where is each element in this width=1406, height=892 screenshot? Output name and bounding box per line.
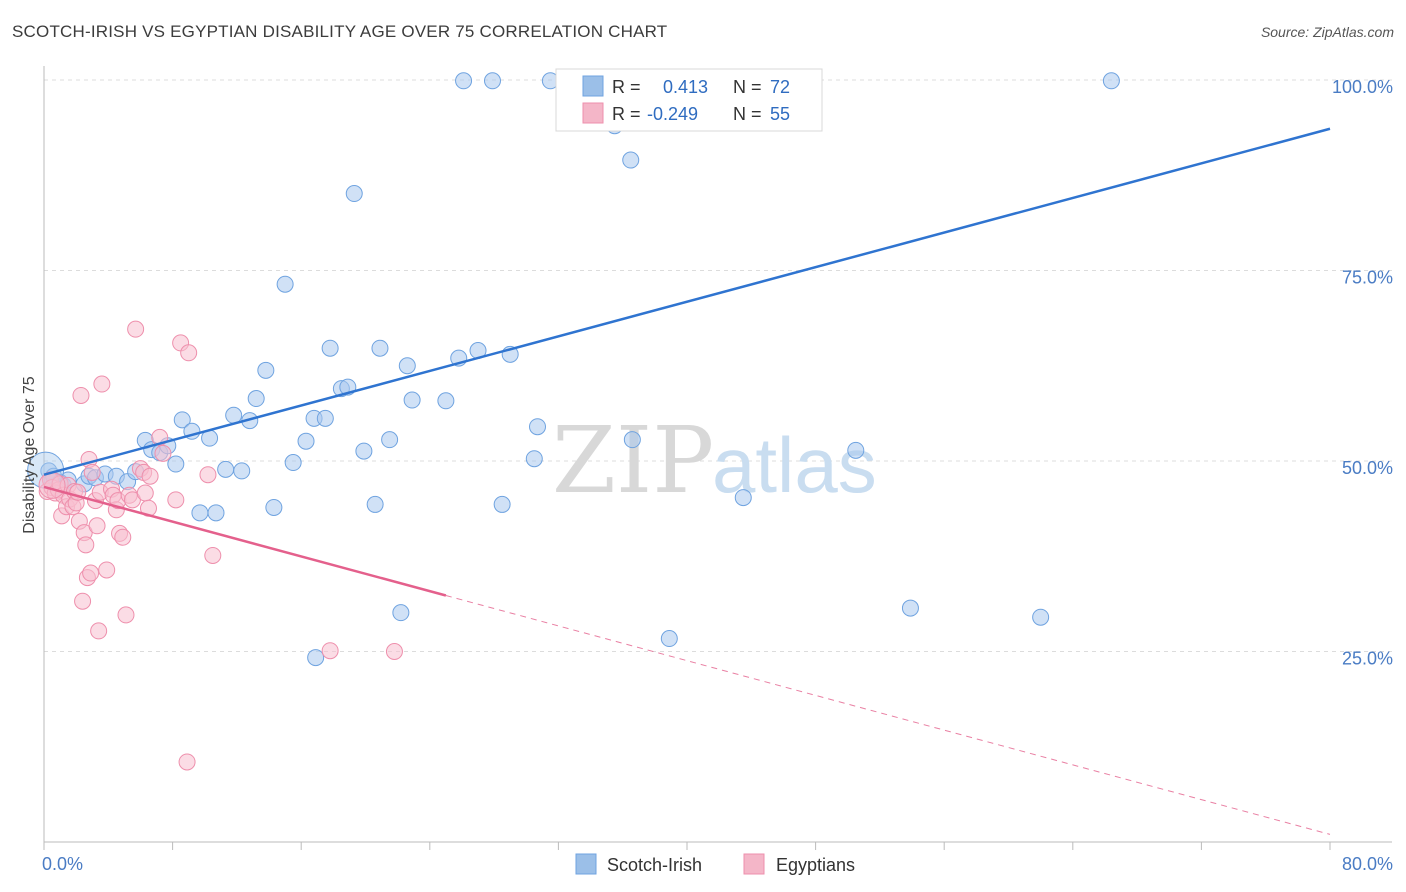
- source-label: Source: ZipAtlas.com: [1260, 24, 1394, 40]
- scotch-irish-point: [265, 498, 283, 516]
- scotch-irish-point: [297, 432, 315, 450]
- top-legend: R = 0.413 N = 72 R = -0.249 N = 55: [555, 68, 823, 132]
- egyptians-point: [127, 320, 145, 338]
- legend-n-label-2: N =: [733, 104, 762, 124]
- scotch-irish-point: [207, 504, 225, 522]
- scotch-irish-point: [247, 390, 265, 408]
- bottom-legend: Scotch-Irish Egyptians: [575, 853, 855, 875]
- y-tick-label: 25.0%: [1342, 649, 1393, 669]
- egyptians-point: [321, 642, 339, 660]
- legend-n-label-1: N =: [733, 77, 762, 97]
- scotch-irish-trend-line: [43, 127, 1331, 476]
- egyptians-point: [154, 444, 172, 462]
- grid-lines: [44, 79, 1392, 652]
- bottom-legend-swatch-egyptians: [743, 853, 765, 875]
- scotch-irish-point: [316, 409, 334, 427]
- bottom-legend-swatch-scotch-irish: [575, 853, 597, 875]
- scotch-irish-point: [167, 455, 185, 473]
- scotch-irish-point: [173, 411, 191, 429]
- egyptians-point: [204, 546, 222, 564]
- egyptians-point: [178, 753, 196, 771]
- scotch-irish-point: [276, 275, 294, 293]
- scotch-irish-point: [345, 185, 363, 203]
- scotch-irish-point: [257, 361, 275, 379]
- egyptians-point: [117, 606, 135, 624]
- egyptians-point: [167, 491, 185, 509]
- scotch-irish-point: [734, 489, 752, 507]
- watermark-zip: ZIP: [552, 407, 714, 514]
- egyptians-trend-extension: [445, 595, 1331, 835]
- x-tick-label: 0.0%: [42, 854, 83, 874]
- scotch-irish-point: [233, 462, 251, 480]
- scotch-irish-point: [366, 495, 384, 513]
- egyptians-point: [98, 561, 116, 579]
- scotch-irish-point: [355, 442, 373, 460]
- scotch-irish-point: [455, 72, 473, 90]
- scotch-irish-point: [392, 604, 410, 622]
- scotch-irish-point: [1032, 608, 1050, 626]
- legend-r-label-2: R =: [612, 104, 641, 124]
- chart-title: SCOTCH-IRISH VS EGYPTIAN DISABILITY AGE …: [12, 22, 668, 41]
- x-tick-labels: 0.0% 80.0%: [42, 854, 1393, 874]
- scotch-irish-point: [493, 495, 511, 513]
- egyptians-point: [74, 592, 92, 610]
- scotch-irish-point: [398, 357, 416, 375]
- y-axis-title: Disability Age Over 75: [21, 376, 38, 534]
- scotch-irish-point: [381, 431, 399, 449]
- scotch-irish-point: [371, 339, 389, 357]
- egyptians-point: [72, 386, 90, 404]
- y-tick-label: 75.0%: [1342, 268, 1393, 288]
- scotch-irish-point: [529, 418, 547, 436]
- scotch-irish-point: [623, 431, 641, 449]
- scotch-irish-point: [191, 504, 209, 522]
- scotch-irish-point: [307, 649, 325, 667]
- scotch-irish-point: [1102, 72, 1120, 90]
- egyptians-point: [83, 463, 101, 481]
- watermark: ZIP atlas: [552, 407, 877, 514]
- egyptians-point: [199, 466, 217, 484]
- scotch-irish-point: [217, 460, 235, 478]
- egyptians-point: [88, 517, 106, 535]
- scotch-irish-point: [225, 406, 243, 424]
- scotch-irish-point: [284, 454, 302, 472]
- legend-n-value-2: 55: [770, 104, 790, 124]
- scotch-irish-point: [321, 339, 339, 357]
- scotch-irish-point: [660, 630, 678, 648]
- legend-n-value-1: 72: [770, 77, 790, 97]
- trend-lines: [43, 127, 1331, 835]
- legend-r-value-1: 0.413: [663, 77, 708, 97]
- legend-swatch-scotch-irish: [582, 75, 604, 97]
- egyptians-point: [93, 375, 111, 393]
- y-tick-label: 50.0%: [1342, 458, 1393, 478]
- bottom-legend-label-scotch-irish: Scotch-Irish: [607, 855, 702, 875]
- egyptians-point: [82, 564, 100, 582]
- scotch-irish-point: [483, 72, 501, 90]
- egyptians-point: [77, 536, 95, 554]
- bottom-legend-label-egyptians: Egyptians: [776, 855, 855, 875]
- axes: [43, 66, 1392, 850]
- egyptians-trend-line: [43, 485, 447, 597]
- legend-r-label-1: R =: [612, 77, 641, 97]
- scotch-irish-point: [847, 441, 865, 459]
- x-tick-label: 80.0%: [1342, 854, 1393, 874]
- scotch-irish-point: [901, 599, 919, 617]
- egyptians-cluster-point: [38, 471, 66, 499]
- scotch-irish-point: [525, 450, 543, 468]
- egyptians-point: [180, 344, 198, 362]
- scotch-irish-points: [27, 72, 1120, 667]
- scotch-irish-point: [403, 391, 421, 409]
- egyptians-point: [136, 484, 154, 502]
- y-tick-labels: 25.0% 50.0% 75.0% 100.0%: [1332, 77, 1393, 669]
- y-tick-label: 100.0%: [1332, 77, 1393, 97]
- egyptians-point: [114, 528, 132, 546]
- scotch-irish-point: [622, 151, 640, 169]
- egyptians-point: [385, 643, 403, 660]
- egyptians-point: [90, 622, 108, 640]
- scotch-irish-point: [437, 392, 455, 410]
- legend-r-value-2: -0.249: [647, 104, 698, 124]
- legend-swatch-egyptians: [582, 102, 604, 124]
- egyptians-point: [141, 467, 159, 485]
